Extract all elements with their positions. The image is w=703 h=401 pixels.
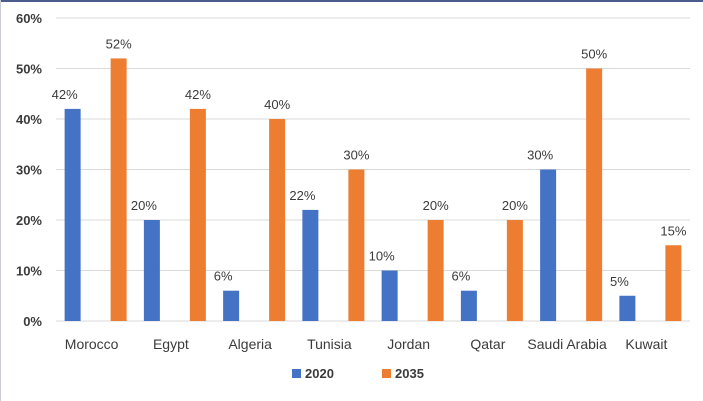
data-label: 5% — [610, 274, 629, 289]
bar-2035-tunisia — [348, 169, 365, 321]
y-tick-label: 10% — [16, 264, 42, 279]
x-tick-label: Jordan — [387, 336, 430, 352]
data-label: 6% — [214, 269, 233, 284]
y-tick-label: 60% — [16, 11, 42, 26]
data-label: 22% — [289, 188, 315, 203]
x-tick-label: Algeria — [228, 336, 272, 352]
data-label: 6% — [451, 269, 470, 284]
data-label: 10% — [369, 249, 395, 264]
data-label: 40% — [264, 97, 290, 112]
bar-2020-algeria — [223, 290, 240, 321]
y-tick-label: 20% — [16, 213, 42, 228]
bar-2035-egypt — [189, 108, 206, 322]
bar-2035-saudi-arabia — [586, 68, 603, 321]
data-label: 50% — [581, 47, 607, 62]
bar-2020-kuwait — [619, 295, 636, 321]
y-tick-label: 40% — [16, 112, 42, 127]
data-label: 15% — [660, 223, 686, 238]
data-label: 52% — [106, 36, 132, 51]
data-label: 30% — [527, 148, 553, 163]
bar-2035-jordan — [427, 220, 444, 321]
data-label: 42% — [52, 87, 78, 102]
bar-2035-algeria — [269, 119, 286, 321]
bar-2020-qatar — [460, 290, 477, 321]
left-border — [0, 0, 1, 401]
y-tick-label: 50% — [16, 62, 42, 77]
x-tick-label: Tunisia — [307, 336, 352, 352]
bar-2020-saudi-arabia — [540, 169, 557, 321]
legend-swatch-2035 — [382, 369, 391, 378]
y-tick-label: 30% — [16, 163, 42, 178]
x-tick-label: Kuwait — [625, 336, 667, 352]
bar-2035-qatar — [506, 220, 523, 321]
data-label: 20% — [502, 198, 528, 213]
legend-label: 2020 — [305, 366, 334, 381]
legend-label: 2035 — [395, 366, 424, 381]
x-tick-label: Morocco — [65, 336, 119, 352]
top-border — [0, 0, 703, 2]
x-tick-label: Saudi Arabia — [527, 336, 607, 352]
data-label: 20% — [131, 198, 157, 213]
x-tick-label: Qatar — [470, 336, 505, 352]
bar-2035-kuwait — [665, 245, 682, 321]
legend-swatch-2020 — [292, 369, 301, 378]
bar-2020-morocco — [64, 108, 81, 322]
y-tick-label: 0% — [23, 314, 42, 329]
bar-2020-tunisia — [302, 209, 319, 321]
data-label: 20% — [423, 198, 449, 213]
data-label: 42% — [185, 87, 211, 102]
bar-2020-jordan — [381, 270, 398, 321]
bar-2035-morocco — [110, 58, 127, 322]
x-tick-label: Egypt — [153, 336, 189, 352]
data-label: 30% — [343, 148, 369, 163]
bar-2020-egypt — [143, 220, 160, 321]
